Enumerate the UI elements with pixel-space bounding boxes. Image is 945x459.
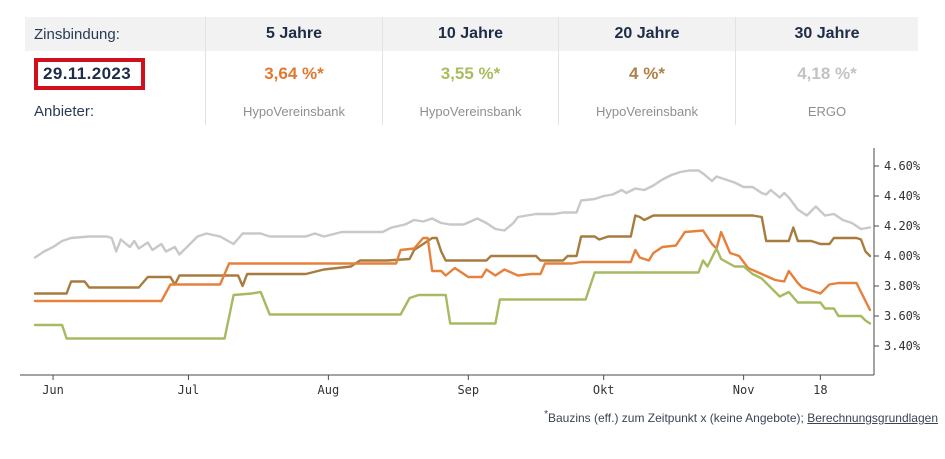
rate-5-jahre: 3,64 %* (205, 51, 382, 97)
provider-30-jahre: ERGO (735, 97, 918, 125)
x-axis-tick-label: Okt (593, 383, 615, 397)
term-10-jahre: 10 Jahre (382, 17, 558, 51)
term-5-jahre: 5 Jahre (205, 17, 382, 51)
rates-table-provider-row: Anbieter: HypoVereinsbank HypoVereinsban… (25, 97, 918, 125)
y-axis-tick-label: 3.60% (884, 309, 921, 323)
series-line-20-jahre (33, 214, 872, 295)
berechnungsgrundlagen-link[interactable]: Berechnungsgrundlagen (807, 411, 938, 425)
x-axis-tick-label: Jun (42, 383, 64, 397)
rates-table: Zinsbindung: 5 Jahre 10 Jahre 20 Jahre 3… (25, 17, 918, 125)
zinsbindung-label: Zinsbindung: (25, 17, 205, 51)
y-axis-tick-label: 4.60% (884, 159, 921, 173)
x-axis-tick-label: Sep (457, 383, 479, 397)
rate-10-jahre: 3,55 %* (382, 51, 558, 97)
x-axis-tick-label: Aug (318, 383, 340, 397)
y-axis-tick-label: 4.40% (884, 189, 921, 203)
rates-table-header-row: Zinsbindung: 5 Jahre 10 Jahre 20 Jahre 3… (25, 17, 918, 51)
rate-20-jahre: 4 %* (558, 51, 735, 97)
chart-footnote: *Bauzins (eff.) zum Zeitpunkt x (keine A… (0, 409, 945, 425)
current-date: 29.11.2023 (43, 64, 132, 83)
provider-10-jahre: HypoVereinsbank (382, 97, 558, 125)
rate-30-jahre: 4,18 %* (735, 51, 918, 97)
rate-history-chart: Jun Jul Aug Sep Okt Nov 18 3.40% 3.60% 3.80% 4.00%… (20, 148, 921, 397)
rates-table-value-row: 29.11.2023 3,64 %* 3,55 %* 4 %* 4,18 %* (25, 51, 918, 97)
series-line-10-jahre (33, 247, 872, 340)
series-line-30-jahre (33, 169, 872, 259)
y-axis-tick-label: 4.20% (884, 219, 921, 233)
date-highlight-box: 29.11.2023 (34, 58, 146, 90)
provider-5-jahre: HypoVereinsbank (205, 97, 382, 125)
term-30-jahre: 30 Jahre (735, 17, 918, 51)
footnote-text: *Bauzins (eff.) zum Zeitpunkt x (keine A… (544, 409, 808, 425)
x-axis-tick-label: Nov (733, 383, 755, 397)
y-axis-tick-label: 3.80% (884, 279, 921, 293)
anbieter-label: Anbieter: (34, 102, 95, 120)
series-line-5-jahre (33, 229, 872, 312)
y-axis-tick-label: 4.00% (884, 249, 921, 263)
term-20-jahre: 20 Jahre (558, 17, 735, 51)
y-axis-tick-label: 3.40% (884, 339, 921, 353)
provider-20-jahre: HypoVereinsbank (558, 97, 735, 125)
x-axis-tick-label: Jul (178, 383, 200, 397)
x-axis-tick-label: 18 (813, 383, 827, 397)
